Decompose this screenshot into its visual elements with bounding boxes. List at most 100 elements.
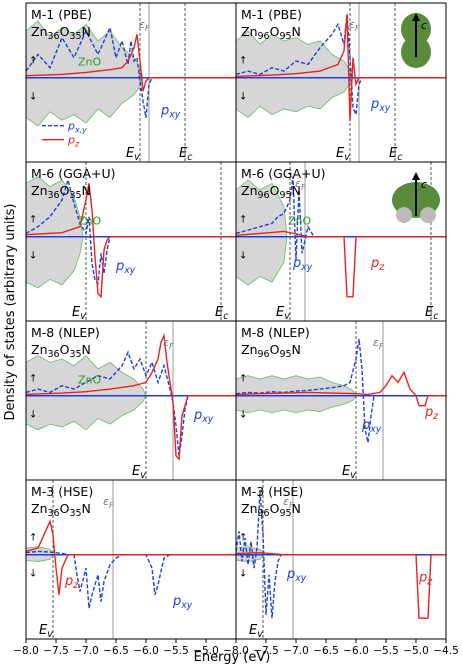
fermi-label: εF: [139, 18, 150, 33]
spin-up-arrow: ↑: [239, 215, 247, 226]
panel-formula: Zn96O95N: [241, 342, 301, 360]
panel-3: M-6 (GGA+U) Zn36O35N ↑ ↓ ZnO pxy Ev Ec: [25, 161, 237, 322]
panel-5: M-8 (NLEP) Zn36O35N ↑ ↓ ZnO pxy Ev εF: [25, 320, 237, 481]
legend-pxy-label: px,y: [67, 120, 87, 135]
spin-up-arrow: ↑: [29, 215, 37, 226]
plot-area: [236, 3, 446, 162]
fermi-label: εF: [283, 495, 294, 510]
x-tick-label: −8.0: [13, 645, 39, 657]
panel-title: M-3 (HSE): [31, 484, 93, 499]
zno-dos-area: [26, 355, 147, 431]
pxy-series-label: pxy: [286, 567, 307, 584]
x-tick-label: −7.5: [43, 645, 69, 657]
fermi-label: εF: [103, 495, 114, 510]
series-pxy-line: [26, 350, 236, 456]
x-tick-label: −7.5: [253, 645, 279, 657]
zno-label: ZnO: [78, 374, 102, 387]
molecule-atom-left: [396, 207, 412, 223]
series-pz-line: [26, 332, 236, 461]
panel-formula: Zn36O35N: [31, 342, 91, 360]
fermi-label: εF: [349, 18, 360, 33]
plot-area: [26, 162, 236, 321]
panel-1: M-1 (PBE) Zn36O35N ↑ ↓ ZnO px,ypz pxy Ev Ec εF: [25, 2, 237, 163]
spin-down-arrow: ↓: [239, 569, 247, 580]
fermi-label: εF: [295, 177, 306, 192]
x-tick-label: −7.0: [283, 645, 309, 657]
pz-series-label: pz: [370, 256, 385, 273]
panel-2: M-1 (PBE) Zn96O95N ↑ ↓ pxy Ev Ec εF c: [235, 2, 447, 163]
x-tick-label: −4.5: [433, 645, 459, 657]
spin-up-arrow: ↑: [29, 56, 37, 67]
pz-series-label: pz: [424, 405, 439, 422]
pz-series-label: pz: [64, 574, 79, 591]
plot-area: [236, 321, 446, 480]
zno-label: ZnO: [78, 56, 102, 69]
spin-up-arrow: ↑: [29, 374, 37, 385]
series-pxy-line: [26, 177, 236, 286]
spin-up-arrow: ↑: [239, 374, 247, 385]
panel-6: M-8 (NLEP) Zn96O95N ↑ ↓ pxy pz Ev εF: [235, 320, 447, 481]
pxy-series-label: pxy: [160, 103, 181, 120]
panel-8: M-3 (HSE) Zn96O95N ↑ ↓ pxy pz Ev εF: [235, 479, 447, 640]
x-tick-label: −5.0: [403, 645, 429, 657]
x-tick-label: −6.0: [343, 645, 369, 657]
pz-series-label: pz: [418, 570, 433, 587]
molecule-inset: c: [392, 172, 440, 223]
panel-title: M-3 (HSE): [241, 484, 303, 499]
x-tick-label: −6.5: [103, 645, 129, 657]
series-pz-line: [236, 230, 446, 298]
series-pz-line: [26, 519, 236, 595]
ec-label: Ec: [425, 305, 439, 322]
ec-label: Ec: [215, 305, 229, 322]
panel-formula: Zn36O35N: [31, 183, 91, 201]
zno-label: ZnO: [78, 215, 102, 228]
x-axis-label: Energy (eV): [194, 650, 271, 665]
panel-title: M-8 (NLEP): [241, 325, 310, 340]
plot-area: [26, 321, 236, 480]
spin-up-arrow: ↑: [29, 533, 37, 544]
plot-area: [236, 162, 446, 321]
panel-frame: [235, 479, 447, 640]
x-tick-label: −8.0: [223, 645, 249, 657]
panel-title: M-6 (GGA+U): [241, 166, 326, 181]
spin-up-arrow: ↑: [239, 533, 247, 544]
ev-label: Ev: [342, 464, 356, 481]
spin-down-arrow: ↓: [239, 251, 247, 262]
spin-down-arrow: ↓: [239, 410, 247, 421]
ec-label: Ec: [179, 146, 193, 163]
series-pz-line: [26, 183, 236, 299]
panel-group: M-1 (PBE) Zn36O35N ↑ ↓ ZnO px,y pz pxy Ev Ec εF M-1…: [25, 2, 447, 640]
panel-frame: [25, 479, 237, 640]
pxy-series-label: pxy: [193, 408, 214, 425]
plot-area: [236, 480, 446, 639]
series-pxy-line: [236, 14, 446, 118]
x-tick-label: −5.5: [163, 645, 189, 657]
x-tick-label: −6.5: [313, 645, 339, 657]
series-pz-line: [236, 551, 446, 619]
c-axis-label: c: [421, 178, 427, 191]
fermi-label: εF: [373, 336, 384, 351]
plot-area: [26, 480, 236, 639]
ev-label: Ev: [39, 623, 53, 640]
panel-title: M-1 (PBE): [31, 7, 92, 22]
molecule-inset: c: [401, 13, 431, 68]
pxy-series-label: pxy: [361, 418, 382, 435]
ev-label: Ev: [249, 623, 263, 640]
spin-down-arrow: ↓: [29, 251, 37, 262]
panel-formula: Zn36O35N: [31, 501, 91, 519]
c-axis-label: c: [421, 19, 427, 32]
c-axis-arrowhead: [412, 13, 420, 21]
x-tick-label: −5.0: [193, 645, 219, 657]
ev-label: Ev: [72, 305, 86, 322]
panel-title: M-1 (PBE): [241, 7, 302, 22]
panel-formula: Zn96O95N: [241, 501, 301, 519]
panel-formula: Zn96O95N: [241, 24, 301, 42]
pxy-series-label: pxy: [370, 97, 391, 114]
panel-formula: Zn36O35N: [31, 24, 91, 42]
series-pxy-line: [236, 338, 446, 443]
ev-label: Ev: [336, 146, 350, 163]
pxy-series-label: pxy: [115, 259, 136, 276]
panel-7: M-3 (HSE) Zn36O35N ↑ ↓ pxy pz Ev εF: [25, 479, 237, 640]
molecule-atom-right: [420, 207, 436, 223]
c-axis-arrowhead: [412, 172, 420, 180]
